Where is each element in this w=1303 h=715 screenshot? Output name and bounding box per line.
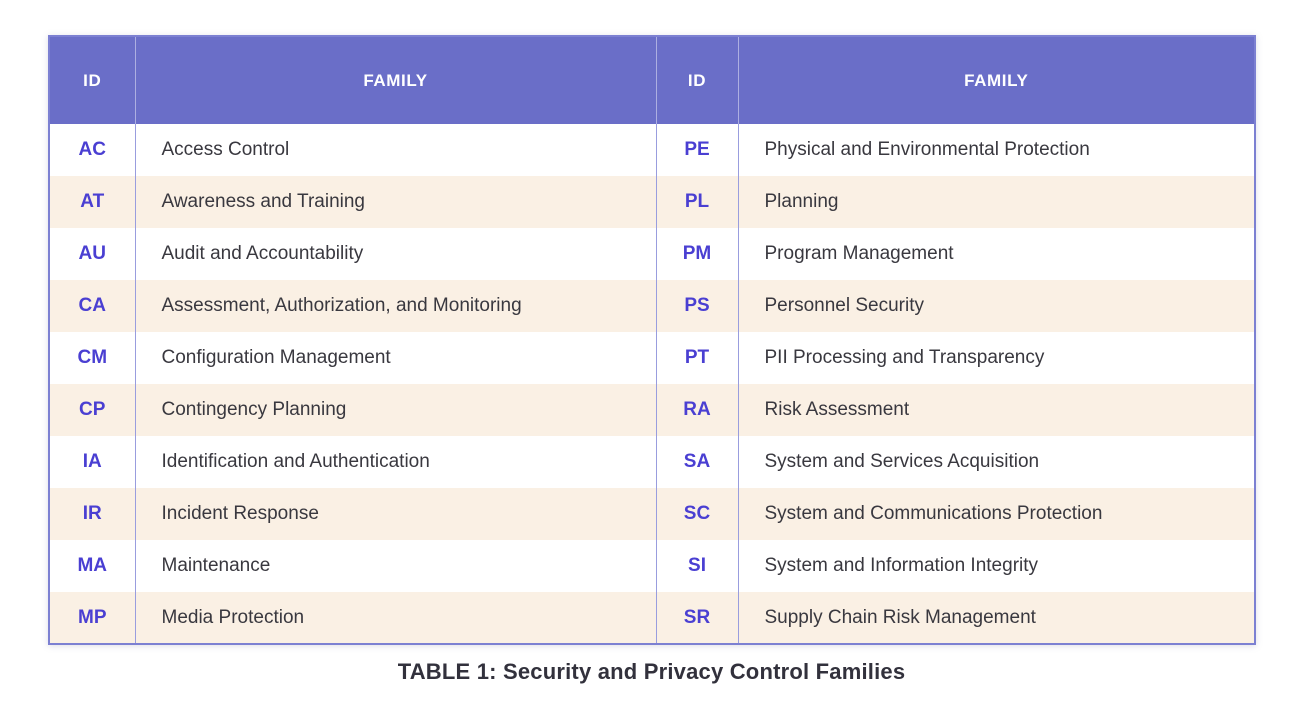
family-cell: System and Information Integrity (737, 540, 1255, 592)
table-caption: TABLE 1: Security and Privacy Control Fa… (397, 659, 906, 684)
family-cell: Media Protection (134, 592, 656, 644)
header-family-left: FAMILY (134, 36, 656, 124)
family-cell: Audit and Accountability (134, 228, 656, 280)
id-cell: AU (49, 228, 135, 280)
header-id-right: ID (655, 36, 738, 124)
id-cell: PM (655, 228, 738, 280)
id-cell: RA (655, 384, 738, 436)
family-cell: Planning (737, 176, 1255, 228)
family-cell: Program Management (737, 228, 1255, 280)
family-cell: Contingency Planning (134, 384, 656, 436)
id-cell: CM (49, 332, 135, 384)
id-cell: PT (655, 332, 738, 384)
table-row: CP Contingency Planning RA Risk Assessme… (49, 384, 1255, 436)
id-cell: MA (49, 540, 135, 592)
id-cell: PE (655, 124, 738, 176)
family-cell: System and Communications Protection (737, 488, 1255, 540)
id-cell: CP (49, 384, 135, 436)
family-cell: Incident Response (134, 488, 656, 540)
family-cell: Awareness and Training (134, 176, 656, 228)
table-row: AC Access Control PE Physical and Enviro… (49, 124, 1255, 176)
family-cell: Physical and Environmental Protection (737, 124, 1255, 176)
control-families-table: ID FAMILY ID FAMILY AC Access Control PE… (48, 35, 1256, 645)
header-family-right: FAMILY (737, 36, 1255, 124)
id-cell: PL (655, 176, 738, 228)
id-cell: PS (655, 280, 738, 332)
table-row: IA Identification and Authentication SA … (49, 436, 1255, 488)
table-row: MP Media Protection SR Supply Chain Risk… (49, 592, 1255, 644)
family-cell: PII Processing and Transparency (737, 332, 1255, 384)
header-id-left: ID (49, 36, 135, 124)
id-cell: MP (49, 592, 135, 644)
id-cell: SA (655, 436, 738, 488)
table-row: CA Assessment, Authorization, and Monito… (49, 280, 1255, 332)
family-cell: Maintenance (134, 540, 656, 592)
family-cell: Supply Chain Risk Management (737, 592, 1255, 644)
family-cell: Risk Assessment (737, 384, 1255, 436)
header-row: ID FAMILY ID FAMILY (49, 36, 1255, 124)
id-cell: AT (49, 176, 135, 228)
table-row: MA Maintenance SI System and Information… (49, 540, 1255, 592)
family-cell: System and Services Acquisition (737, 436, 1255, 488)
id-cell: CA (49, 280, 135, 332)
id-cell: IA (49, 436, 135, 488)
id-cell: SR (655, 592, 738, 644)
id-cell: AC (49, 124, 135, 176)
family-cell: Access Control (134, 124, 656, 176)
family-cell: Assessment, Authorization, and Monitorin… (134, 280, 656, 332)
family-cell: Configuration Management (134, 332, 656, 384)
id-cell: SI (655, 540, 738, 592)
table-row: IR Incident Response SC System and Commu… (49, 488, 1255, 540)
id-cell: IR (49, 488, 135, 540)
table-row: AU Audit and Accountability PM Program M… (49, 228, 1255, 280)
family-cell: Personnel Security (737, 280, 1255, 332)
table-row: AT Awareness and Training PL Planning (49, 176, 1255, 228)
table-body: AC Access Control PE Physical and Enviro… (49, 124, 1255, 644)
table-header: ID FAMILY ID FAMILY (49, 36, 1255, 124)
table-row: CM Configuration Management PT PII Proce… (49, 332, 1255, 384)
id-cell: SC (655, 488, 738, 540)
family-cell: Identification and Authentication (134, 436, 656, 488)
